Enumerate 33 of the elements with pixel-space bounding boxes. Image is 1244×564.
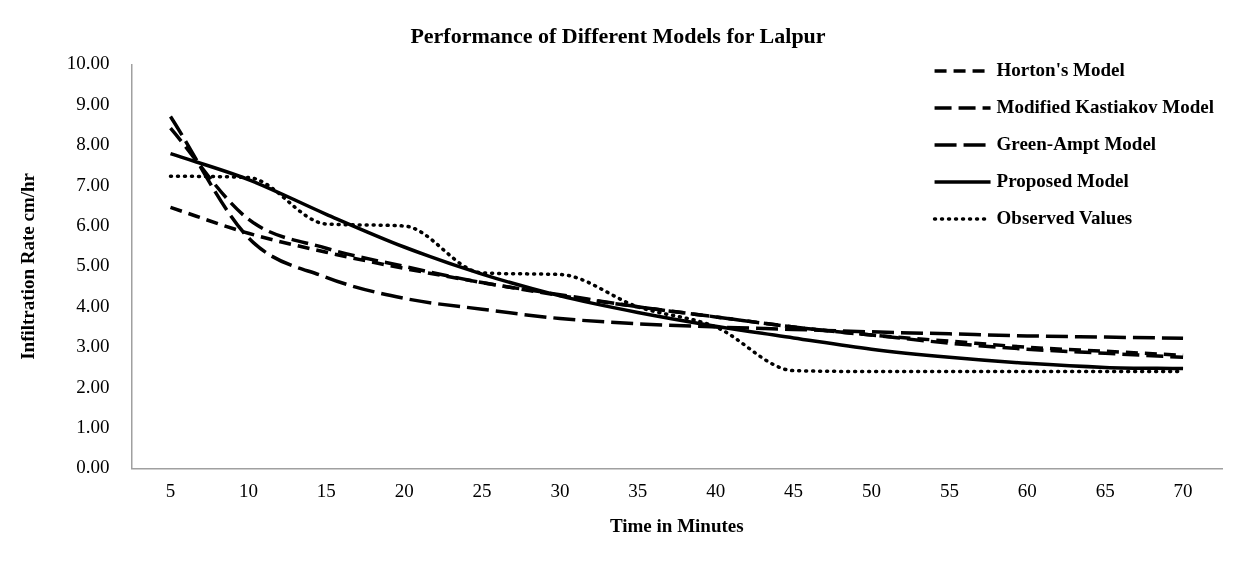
y-tick-label: 4.00 (76, 294, 110, 316)
y-tick-label: 3.00 (76, 335, 110, 357)
x-tick-label: 45 (784, 479, 804, 501)
legend-label: Horton's Model (996, 58, 1125, 80)
x-tick-label: 35 (628, 479, 648, 501)
y-tick-label: 9.00 (76, 92, 110, 114)
x-tick-label: 30 (550, 479, 570, 501)
x-tick-label: 15 (316, 479, 336, 501)
x-axis-title: Time in Minutes (609, 514, 744, 536)
x-tick-label: 55 (939, 479, 959, 501)
x-tick-label: 50 (862, 479, 881, 501)
x-tick-label: 65 (1095, 479, 1115, 501)
x-tick-label: 20 (394, 479, 414, 501)
y-tick-label: 10.00 (66, 52, 110, 74)
y-tick-label: 7.00 (76, 173, 110, 195)
x-tick-label: 10 (238, 479, 258, 501)
x-tick-label: 5 (165, 479, 176, 501)
legend-label: Observed Values (996, 206, 1133, 228)
chart-title: Performance of Different Models for Lalpur (410, 22, 826, 48)
x-tick-label: 70 (1173, 479, 1193, 501)
x-tick-label: 60 (1017, 479, 1037, 501)
y-tick-label: 8.00 (76, 133, 110, 155)
y-tick-label: 5.00 (76, 254, 110, 276)
y-tick-label: 6.00 (76, 213, 110, 235)
legend-label: Proposed Model (996, 169, 1129, 191)
x-tick-label: 40 (706, 479, 726, 501)
y-tick-label: 1.00 (76, 415, 110, 437)
legend-label: Modified Kastiakov Model (996, 95, 1215, 117)
legend-label: Green-Ampt Model (996, 132, 1157, 154)
x-tick-label: 25 (472, 479, 492, 501)
y-tick-label: 0.00 (76, 456, 110, 478)
y-axis-title: Infiltration Rate cm/hr (17, 172, 39, 360)
y-tick-label: 2.00 (76, 375, 110, 397)
